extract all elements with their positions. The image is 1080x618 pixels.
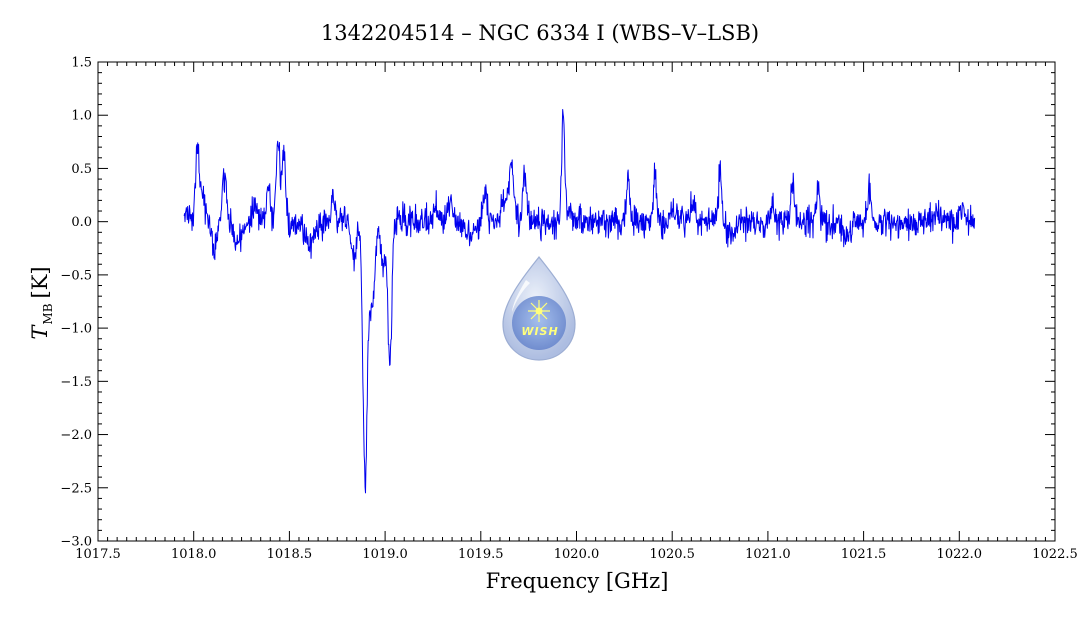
x-tick-label: 1017.5 bbox=[75, 547, 121, 562]
x-tick-label: 1018.5 bbox=[267, 547, 313, 562]
y-tick-label: −2.0 bbox=[60, 428, 92, 443]
wish-logo-text: WISH bbox=[521, 325, 558, 338]
x-tick-label: 1021.0 bbox=[745, 547, 791, 562]
y-axis-label-symbol: T bbox=[28, 324, 52, 340]
y-tick-label: −1.0 bbox=[60, 322, 92, 337]
svg-text:TMB[K]: TMB [K] bbox=[28, 266, 55, 339]
wish-logo: WISH bbox=[502, 256, 576, 361]
y-tick-label: −0.5 bbox=[60, 268, 92, 283]
chart-title: 1342204514 – NGC 6334 I (WBS–V–LSB) bbox=[321, 21, 759, 45]
spectrum-line bbox=[183, 108, 976, 494]
x-tick-label: 1019.0 bbox=[362, 547, 408, 562]
y-axis-label-unit: [K] bbox=[28, 266, 52, 298]
axis-ticks bbox=[97, 61, 1056, 542]
y-axis-label-subscript: MB bbox=[41, 303, 55, 324]
y-tick-labels: −3.0 −2.5 −2.0 −1.5 −1.0 −0.5 0.0 0.5 1.0 1.5 bbox=[60, 56, 92, 550]
x-tick-label: 1021.5 bbox=[841, 547, 887, 562]
x-tick-label: 1018.0 bbox=[171, 547, 217, 562]
y-axis-label: TMB [K] bbox=[28, 266, 55, 339]
x-tick-labels: 1017.5 1018.0 1018.5 1019.0 1019.5 1020.0 1020… bbox=[75, 547, 1078, 562]
y-tick-label: −3.0 bbox=[60, 535, 92, 550]
x-axis-label: Frequency [GHz] bbox=[486, 569, 669, 593]
y-tick-label: 0.0 bbox=[71, 215, 92, 230]
x-tick-label: 1020.0 bbox=[554, 547, 600, 562]
x-tick-label: 1022.0 bbox=[937, 547, 983, 562]
y-tick-label: 1.0 bbox=[71, 109, 92, 124]
x-tick-label: 1020.5 bbox=[649, 547, 695, 562]
y-tick-label: 1.5 bbox=[71, 56, 92, 71]
star-icon bbox=[528, 300, 550, 322]
plot-frame bbox=[97, 61, 1056, 542]
y-tick-label: −2.5 bbox=[60, 481, 92, 496]
x-tick-label: 1022.5 bbox=[1032, 547, 1078, 562]
y-tick-label: −1.5 bbox=[60, 375, 92, 390]
x-tick-label: 1019.5 bbox=[458, 547, 504, 562]
y-tick-label: 0.5 bbox=[71, 162, 92, 177]
